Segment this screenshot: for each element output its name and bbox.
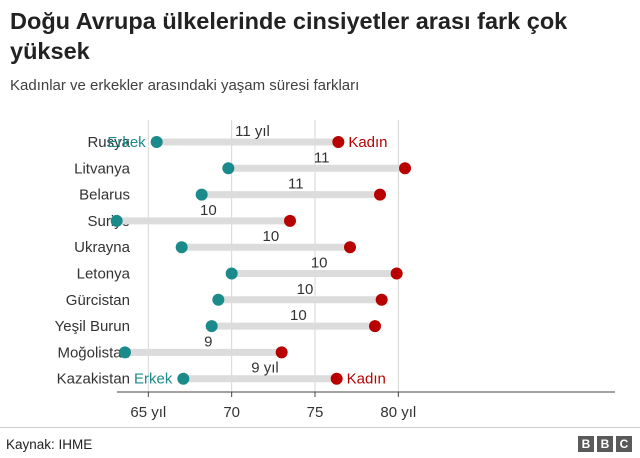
country-row: Yeşil Burun 10: [55, 307, 381, 335]
country-label: Moğolistan: [57, 344, 130, 361]
chart-subtitle: Kadınlar ve erkekler arasındaki yaşam sü…: [10, 77, 360, 94]
gap-label: 9: [204, 333, 212, 350]
gap-label: 10: [200, 202, 217, 219]
gap-label: 10: [290, 307, 307, 324]
x-tick-label: 75: [307, 404, 324, 421]
male-dot: [222, 162, 235, 175]
male-dot: [110, 214, 123, 227]
country-label: Ukrayna: [74, 239, 131, 256]
country-row: Belarus 11: [79, 176, 386, 204]
male-dot: [150, 136, 163, 148]
country-row: Moğolistan 9: [57, 333, 288, 361]
gap-label: 9 yıl: [251, 360, 279, 377]
female-dot: [399, 162, 411, 175]
country-label: Belarus: [79, 187, 130, 204]
female-dot: [275, 346, 288, 359]
x-tick-label: 65 yıl: [130, 404, 166, 421]
female-dot: [390, 267, 403, 280]
country-label: Letonya: [77, 266, 131, 283]
country-label: Kazakistan: [57, 371, 130, 388]
gap-label: 10: [297, 281, 314, 298]
x-axis: 65 yıl 70 75 80 yıl: [117, 391, 615, 421]
male-dot: [195, 188, 208, 201]
male-legend-label: Erkek: [134, 371, 173, 388]
female-dot: [375, 293, 388, 306]
female-dot: [330, 372, 343, 385]
country-label: Rusya: [87, 134, 130, 151]
logo-letter: C: [616, 436, 632, 452]
source-note: Kaynak: IHME: [6, 437, 93, 452]
gap-label: 11: [314, 149, 330, 166]
gap-label: 11 yıl: [235, 123, 270, 140]
bbc-logo: B B C: [578, 436, 632, 452]
female-dot: [284, 214, 296, 227]
male-dot: [177, 372, 190, 385]
logo-letter: B: [578, 436, 594, 452]
male-dot: [225, 267, 238, 280]
country-row: Kazakistan 9 yıl Erkek Kadın: [57, 360, 386, 388]
country-label: Litvanya: [74, 160, 131, 177]
gap-label: 10: [311, 255, 328, 272]
gap-label: 11: [288, 176, 304, 193]
x-tick-label: 70: [223, 404, 240, 421]
logo-letter: B: [597, 436, 613, 452]
x-tick-label: 80 yıl: [380, 404, 416, 421]
dumbbell-chart: Rusya 11 yıl Erkek Kadın Litvanya 11 Belarus 11…: [55, 120, 615, 421]
female-legend-label: Kadın: [348, 134, 387, 151]
male-dot: [205, 320, 218, 333]
male-dot: [119, 346, 131, 359]
chart-title: Doğu Avrupa ülkelerinde cinsiyetler aras…: [10, 8, 568, 64]
female-dot: [332, 136, 345, 148]
female-dot: [369, 320, 381, 333]
country-label: Gürcistan: [66, 292, 130, 309]
country-row: Gürcistan 10: [66, 281, 388, 309]
country-row: Letonya 10: [77, 255, 403, 283]
female-legend-label: Kadın: [347, 371, 386, 388]
footer-divider: [0, 427, 640, 428]
male-dot: [175, 241, 188, 254]
country-row: Litvanya 11: [74, 149, 411, 177]
country-label: Yeşil Burun: [55, 318, 130, 335]
gap-label: 10: [262, 228, 279, 245]
country-row: Rusya 11 yıl Erkek Kadın: [87, 123, 387, 151]
male-legend-label: Erkek: [107, 134, 146, 151]
female-dot: [374, 188, 386, 201]
country-row: Ukrayna 10: [74, 228, 356, 256]
male-dot: [212, 293, 225, 306]
chart-rows: Rusya 11 yıl Erkek Kadın Litvanya 11 Belarus 11…: [55, 123, 411, 388]
female-dot: [344, 241, 356, 254]
